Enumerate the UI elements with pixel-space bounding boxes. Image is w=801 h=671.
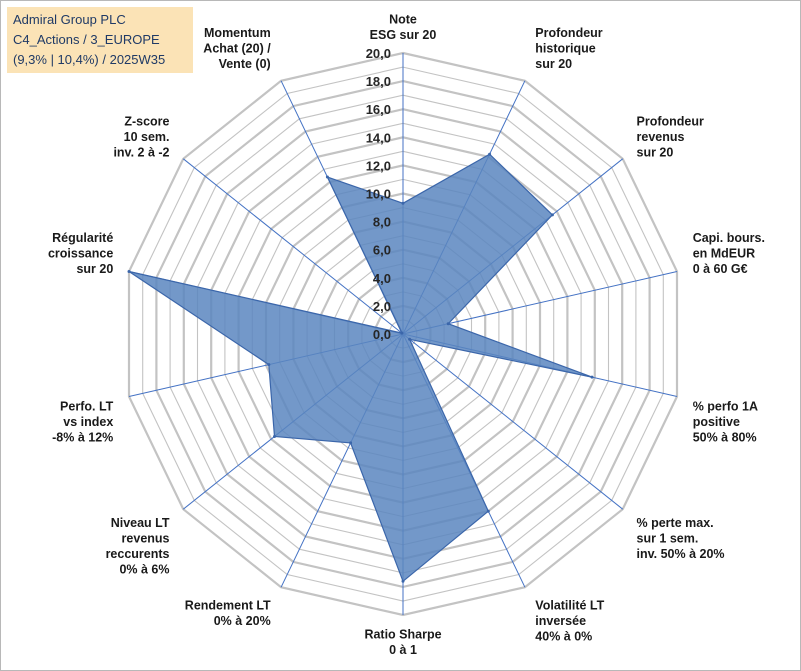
- axis-label: Z-score: [124, 115, 169, 129]
- data-point: [267, 363, 271, 367]
- axis-label: sur 20: [637, 146, 674, 160]
- data-point: [488, 152, 492, 156]
- data-point: [325, 175, 329, 179]
- axis-label: Momentum: [204, 26, 271, 40]
- data-point: [486, 509, 490, 513]
- axis-label: Niveau LT: [111, 516, 170, 530]
- axis-label: reccurents: [106, 547, 170, 561]
- axis-label: Vente (0): [219, 57, 271, 71]
- tick-label: 6,0: [373, 243, 391, 258]
- axis-label: revenus: [122, 531, 170, 545]
- data-point: [349, 441, 353, 445]
- tick-label: 20,0: [366, 46, 391, 61]
- data-point: [127, 270, 131, 273]
- axis-label: -8% à 12%: [52, 430, 113, 444]
- axis-label: 10 sem.: [124, 130, 170, 144]
- axis-label: 50% à 80%: [693, 430, 757, 444]
- tick-label: 8,0: [373, 215, 391, 230]
- data-point: [273, 435, 276, 438]
- axis-label: 0 à 1: [389, 643, 417, 657]
- axis-label: inv. 50% à 20%: [637, 547, 725, 561]
- axis-label: ESG sur 20: [370, 28, 437, 42]
- tick-label: 18,0: [366, 74, 391, 89]
- axis-label: 0 à 60 G€: [693, 262, 748, 276]
- title-company: Admiral Group PLC: [13, 12, 126, 27]
- data-point: [401, 579, 405, 583]
- axis-label: sur 1 sem.: [637, 531, 699, 545]
- axis-label: inversée: [535, 614, 586, 628]
- data-point: [446, 322, 450, 326]
- tick-label: 16,0: [366, 102, 391, 117]
- axis-label: % perfo 1A: [693, 399, 758, 413]
- tick-label: 2,0: [373, 299, 391, 314]
- tick-label: 10,0: [366, 187, 391, 202]
- axis-spoke: [182, 158, 404, 335]
- chart-title-box: Admiral Group PLC C4_Actions / 3_EUROPE …: [7, 7, 193, 73]
- axis-spoke: [402, 333, 624, 510]
- data-point: [401, 201, 405, 205]
- data-point: [400, 331, 404, 335]
- data-point: [550, 213, 554, 217]
- title-stats: (9,3% | 10,4%) / 2025W35: [13, 52, 166, 67]
- tick-label: 0,0: [373, 327, 391, 342]
- axis-label: sur 20: [76, 262, 113, 276]
- axis-label: Volatilité LT: [535, 599, 604, 613]
- data-point: [408, 337, 412, 341]
- title-category: C4_Actions / 3_EUROPE: [13, 32, 160, 47]
- tick-label: 4,0: [373, 271, 391, 286]
- axis-label: 0% à 6%: [119, 562, 169, 576]
- axis-label: revenus: [637, 130, 685, 144]
- axis-label: positive: [693, 415, 740, 429]
- axis-label: 40% à 0%: [535, 630, 592, 644]
- axis-label: Note: [389, 13, 417, 27]
- axis-label: % perte max.: [637, 516, 714, 530]
- axis-label: vs index: [63, 415, 113, 429]
- axis-label: Ratio Sharpe: [364, 628, 441, 642]
- axis-label: Régularité: [52, 231, 113, 245]
- data-point: [590, 375, 594, 379]
- tick-label: 14,0: [366, 130, 391, 145]
- axis-label: Achat (20) /: [203, 41, 271, 55]
- axis-label: inv. 2 à -2: [113, 146, 169, 160]
- tick-label: 12,0: [366, 158, 391, 173]
- axis-label: historique: [535, 41, 595, 55]
- axis-label: 0% à 20%: [214, 614, 271, 628]
- axis-label: Rendement LT: [185, 599, 271, 613]
- axis-label: Profondeur: [637, 115, 704, 129]
- data-series-area: [128, 153, 593, 583]
- axis-label: sur 20: [535, 57, 572, 71]
- axis-label: Capi. bours.: [693, 231, 765, 245]
- axis-label: en MdEUR: [693, 247, 756, 261]
- axis-label: Perfo. LT: [60, 399, 114, 413]
- axis-label: croissance: [48, 247, 113, 261]
- axis-label: Profondeur: [535, 26, 602, 40]
